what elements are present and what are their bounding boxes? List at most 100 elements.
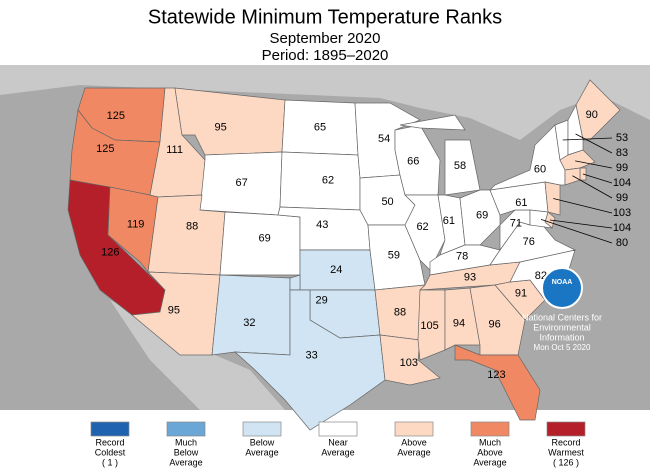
legend-label: Average bbox=[473, 457, 506, 467]
legend-swatch bbox=[242, 421, 282, 437]
state-rank: 78 bbox=[456, 251, 468, 263]
legend-swatch bbox=[470, 421, 510, 437]
logo-text: NOAA bbox=[552, 279, 573, 286]
state-rank: 93 bbox=[464, 272, 476, 284]
state-rank: 104 bbox=[613, 222, 631, 234]
state-rank: 71 bbox=[510, 218, 522, 230]
legend-label: ( 1 ) bbox=[102, 457, 118, 467]
legend-label: Average bbox=[169, 457, 202, 467]
state-rank: 94 bbox=[453, 318, 465, 330]
credit: National Centers forEnvironmentalInforma… bbox=[522, 312, 602, 352]
leader-line bbox=[582, 173, 613, 184]
state-rank: 29 bbox=[316, 295, 328, 307]
state-rank: 125 bbox=[96, 143, 114, 155]
state bbox=[279, 151, 361, 211]
leader-line bbox=[575, 133, 613, 154]
state-rank: 69 bbox=[476, 209, 488, 221]
state-rank: 96 bbox=[489, 319, 501, 331]
state-rank: 43 bbox=[316, 219, 328, 231]
title: Statewide Minimum Temperature Ranks bbox=[148, 6, 502, 28]
state-rank: 69 bbox=[258, 233, 270, 245]
state-rank: 83 bbox=[616, 147, 628, 159]
state-rank: 99 bbox=[616, 192, 628, 204]
state-rank: 95 bbox=[215, 121, 227, 133]
state-rank: 66 bbox=[407, 155, 419, 167]
state bbox=[211, 274, 291, 356]
legend-swatch bbox=[318, 421, 358, 437]
legend-swatch bbox=[394, 421, 434, 437]
state bbox=[417, 289, 446, 361]
state-rank: 80 bbox=[616, 237, 628, 249]
legend-label: ( 126 ) bbox=[553, 457, 579, 467]
legend-label: Above bbox=[401, 437, 427, 447]
legend-label: Below bbox=[174, 447, 199, 457]
legend-label: Much bbox=[175, 437, 197, 447]
state-rank: 91 bbox=[515, 287, 527, 299]
state-rank: 103 bbox=[613, 207, 631, 219]
legend-label: Average bbox=[245, 447, 278, 457]
leader-line bbox=[572, 175, 613, 199]
subtitle: September 2020 bbox=[270, 30, 381, 47]
state-rank: 104 bbox=[613, 177, 631, 189]
state-rank: 60 bbox=[534, 164, 546, 176]
state-rank: 61 bbox=[443, 215, 455, 227]
state-rank: 32 bbox=[243, 317, 255, 329]
legend-label: Below bbox=[250, 437, 275, 447]
state-rank: 61 bbox=[515, 197, 527, 209]
credit-line: Mon Oct 5 2020 bbox=[534, 343, 591, 352]
leader-line bbox=[562, 137, 613, 141]
legend-label: Average bbox=[397, 447, 430, 457]
state-rank: 24 bbox=[330, 264, 342, 276]
state-rank: 62 bbox=[416, 221, 428, 233]
legend-label: Average bbox=[321, 447, 354, 457]
state-rank: 95 bbox=[168, 304, 180, 316]
legend-label: Above bbox=[477, 447, 503, 457]
state bbox=[544, 181, 561, 216]
legend-label: Record bbox=[95, 437, 124, 447]
state-rank: 50 bbox=[381, 196, 393, 208]
legend-label: Warmest bbox=[548, 447, 584, 457]
leader-line bbox=[553, 198, 613, 214]
state-rank: 33 bbox=[306, 349, 318, 361]
states bbox=[67, 79, 621, 431]
period: Period: 1895–2020 bbox=[262, 47, 389, 64]
legend-label: Much bbox=[479, 437, 501, 447]
state bbox=[529, 209, 554, 229]
state-rank: 123 bbox=[487, 369, 505, 381]
state-rank: 54 bbox=[378, 133, 390, 145]
leader-line bbox=[575, 160, 613, 169]
state bbox=[444, 287, 481, 351]
state-labels: 125 125 126 119 111 95 67 88 95 69 32 65 62 43 24 29 33 5… bbox=[96, 109, 631, 381]
legend-swatch bbox=[546, 421, 586, 437]
state-rank: 76 bbox=[523, 236, 535, 248]
noaa-logo bbox=[541, 267, 583, 309]
state-rank: 59 bbox=[388, 250, 400, 262]
state-rank: 111 bbox=[166, 144, 183, 156]
legend-label: Record bbox=[551, 437, 580, 447]
state-rank: 126 bbox=[101, 247, 119, 259]
legend-label: Near bbox=[328, 437, 348, 447]
state-rank: 67 bbox=[236, 177, 248, 189]
state bbox=[234, 289, 386, 431]
state-rank: 125 bbox=[107, 110, 125, 122]
credit-line: National Centers for bbox=[522, 312, 602, 322]
state-rank: 62 bbox=[322, 174, 334, 186]
state bbox=[454, 344, 541, 421]
state-rank: 88 bbox=[186, 221, 198, 233]
state-rank: 58 bbox=[454, 160, 466, 172]
state-rank: 90 bbox=[586, 109, 598, 121]
state-rank: 88 bbox=[394, 306, 406, 318]
state-rank: 105 bbox=[420, 320, 438, 332]
legend-swatch bbox=[166, 421, 206, 437]
credit-line: Information bbox=[539, 332, 584, 342]
credit-line: Environmental bbox=[533, 322, 591, 332]
state-rank: 119 bbox=[127, 219, 145, 231]
legend-swatch bbox=[90, 421, 130, 437]
state-rank: 53 bbox=[616, 132, 628, 144]
state-rank: 103 bbox=[400, 357, 418, 369]
canada bbox=[0, 65, 650, 140]
leader-line bbox=[540, 219, 613, 244]
state-rank: 99 bbox=[616, 162, 628, 174]
